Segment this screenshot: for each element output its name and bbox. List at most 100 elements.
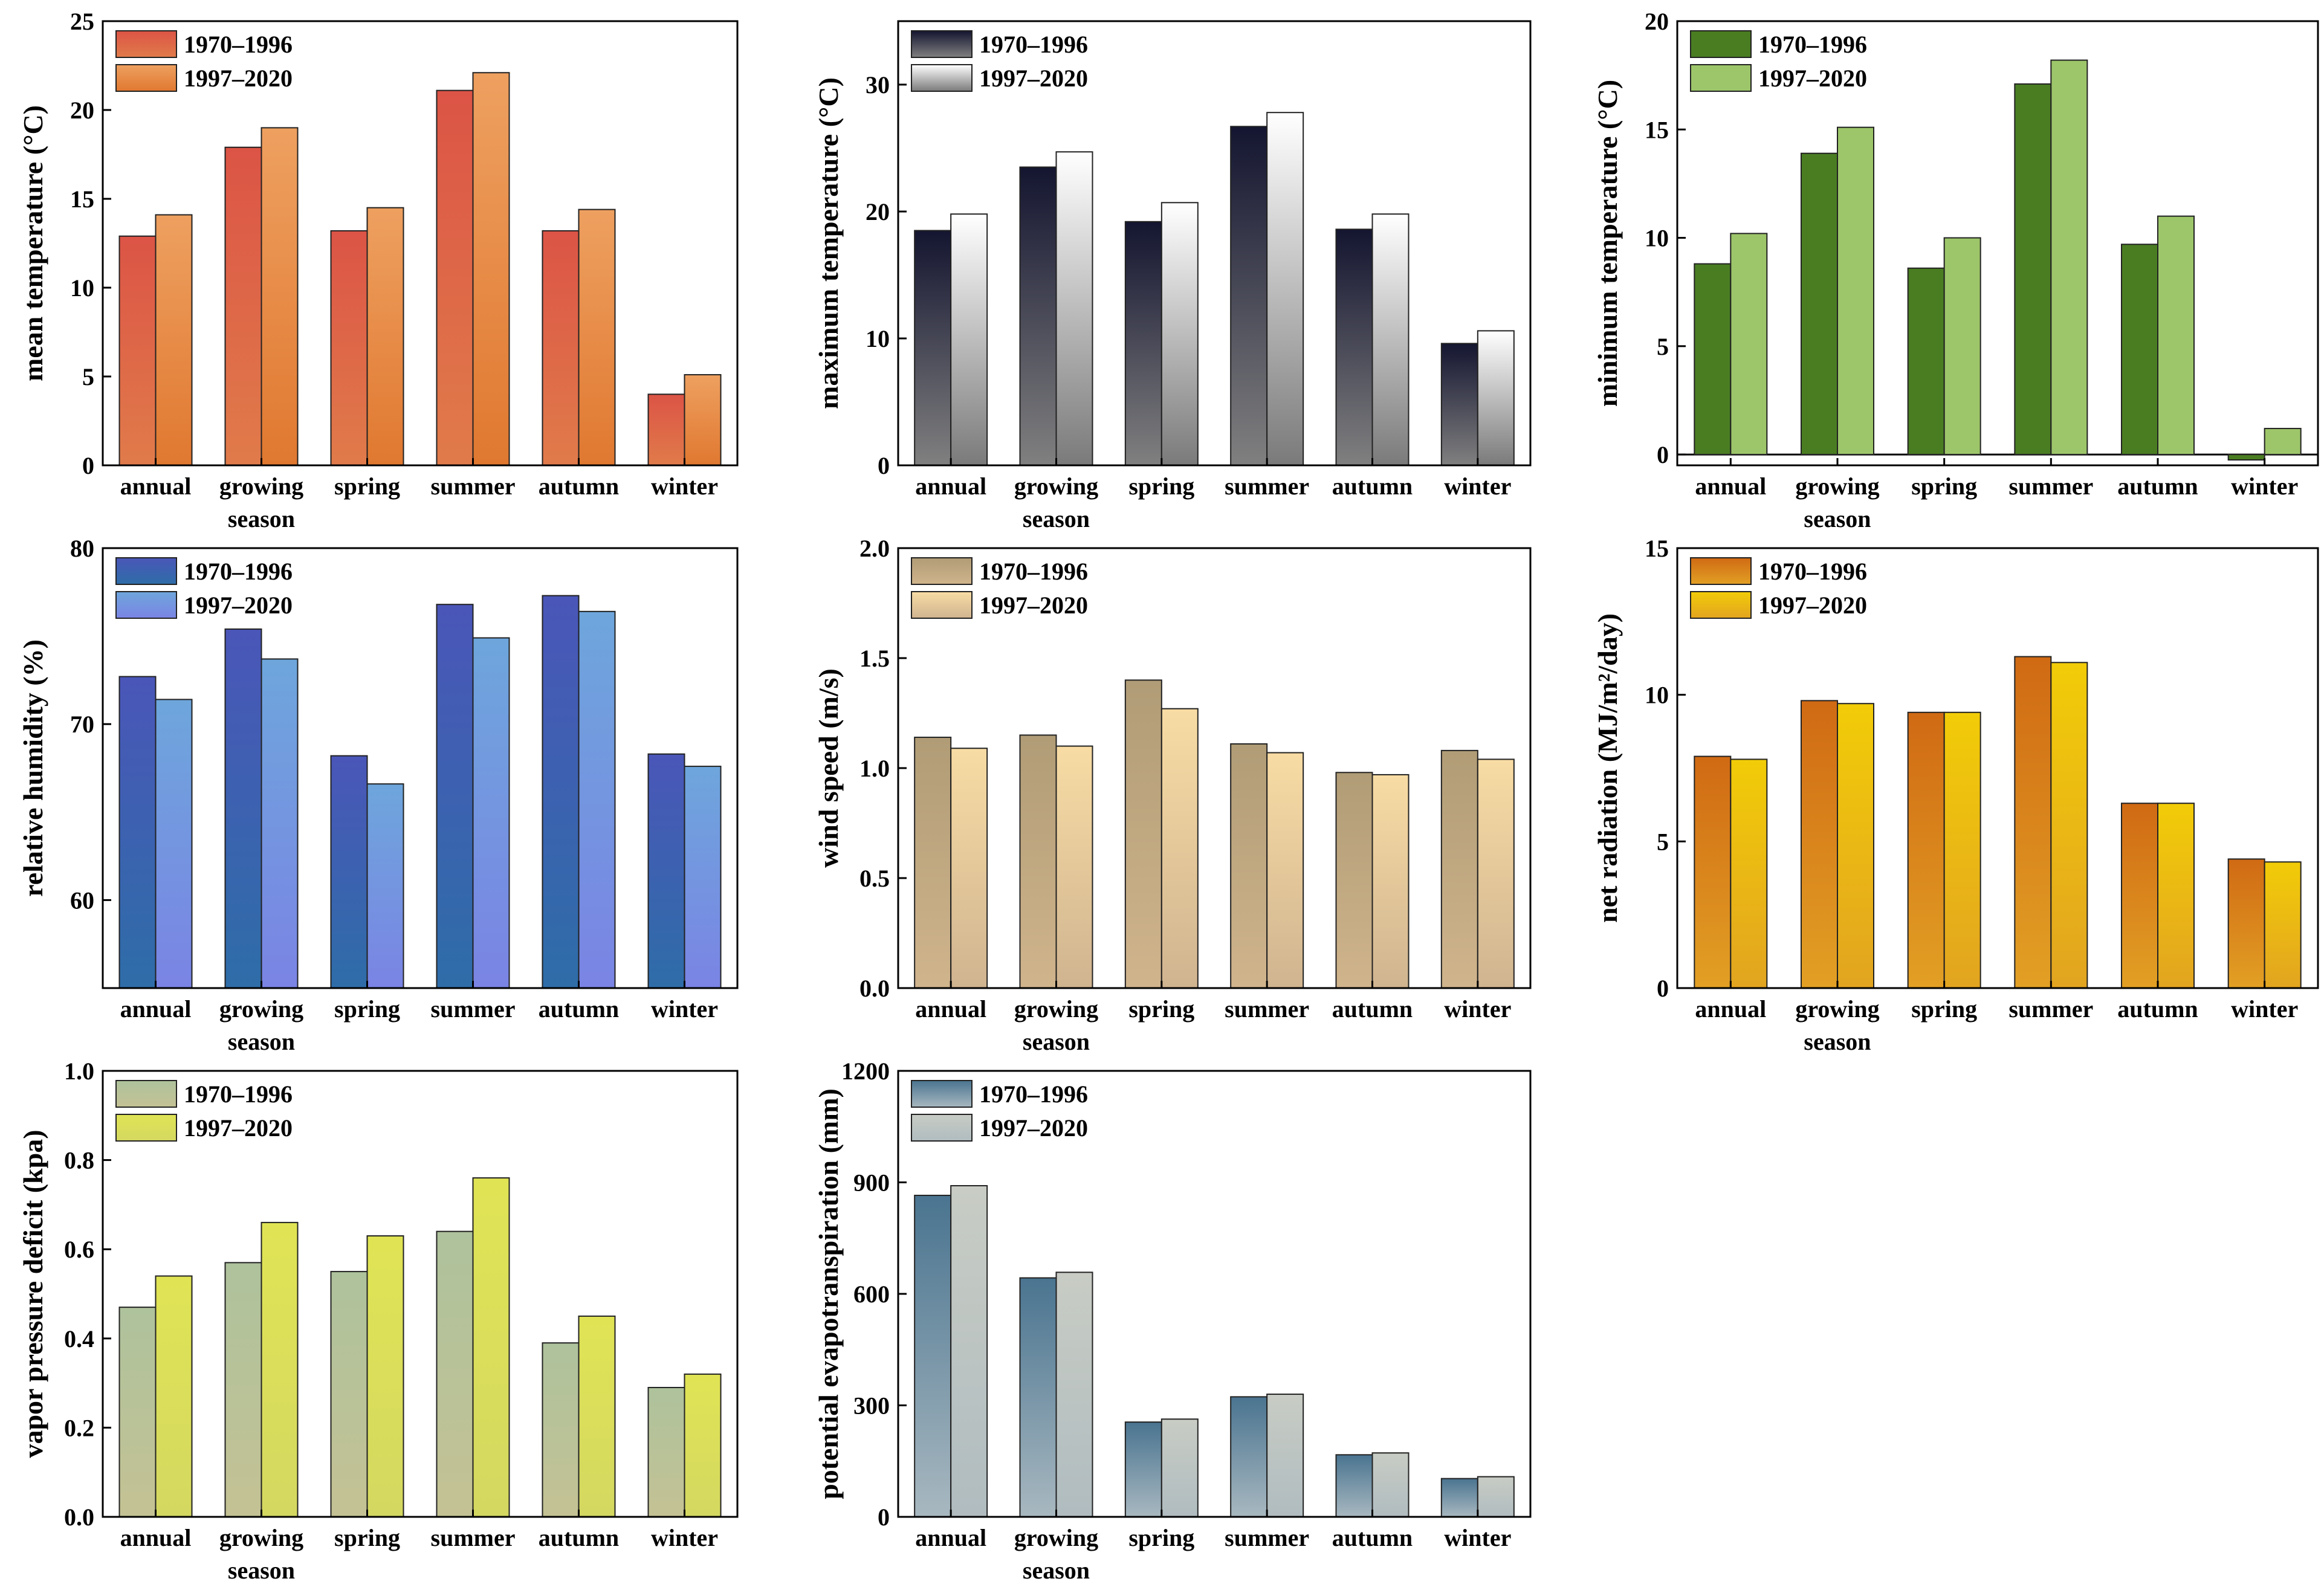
bar-mean-s2-annual	[155, 214, 193, 466]
legend-swatch	[911, 30, 973, 58]
y-tick-label: 300	[853, 1392, 890, 1420]
legend-label: 1997–2020	[184, 65, 293, 92]
x-tick-label: winter	[2231, 995, 2298, 1023]
y-tick-label: 60	[70, 887, 94, 914]
legend-label: 1970–1996	[184, 558, 293, 585]
bar-max-s1-annual	[914, 230, 952, 466]
bar-mean-s1-spring	[330, 230, 368, 466]
legend-swatch	[911, 1114, 973, 1142]
y-axis-label: relative humidity (%)	[18, 639, 48, 897]
x-tick-label: spring	[334, 1524, 400, 1551]
plot-frame	[897, 1070, 1532, 1518]
x-tick-label: annual	[1695, 995, 1766, 1023]
bar-max-s2-winter	[1477, 330, 1515, 467]
y-tick-label: 10	[866, 325, 890, 352]
plot-frame	[897, 20, 1532, 467]
y-axis-label: net radiation (MJ/m²/day)	[1592, 613, 1623, 923]
bar-mean-s1-growing-season	[224, 146, 262, 467]
chart-panel-rn: annual growing season spring summer autumn win…	[1592, 535, 2319, 1055]
bar-pet-s2-annual	[950, 1185, 988, 1518]
x-tick-label: winter	[1444, 1524, 1511, 1551]
bar-rn-s2-annual	[1730, 758, 1768, 989]
bar-min-s2-spring	[1943, 237, 1981, 456]
bar-rh-s2-winter	[684, 766, 722, 989]
bar-min-s2-growing-season	[1837, 126, 1874, 456]
chart-panel-mean: annual growing season spring summer autumn win…	[18, 8, 739, 532]
bar-ws-s2-spring	[1160, 708, 1199, 989]
legend-swatch	[911, 557, 973, 585]
x-tick-label: autumn	[1332, 995, 1413, 1023]
x-tick-label: summer	[431, 473, 516, 500]
legend-swatch	[115, 30, 177, 58]
x-tick-label: growing	[1014, 995, 1098, 1023]
bar-pet-s1-autumn	[1335, 1454, 1373, 1517]
bar-mean-s2-summer	[472, 72, 510, 466]
x-tick-label: season	[1023, 1557, 1090, 1584]
bar-ws-s2-summer	[1266, 752, 1304, 989]
y-tick-label: 0.2	[64, 1414, 94, 1441]
y-tick-label: 1.5	[859, 645, 890, 672]
x-tick-label: annual	[915, 1524, 986, 1551]
y-tick-label: 0.6	[64, 1236, 94, 1263]
bar-min-s1-winter	[2227, 454, 2265, 461]
bar-min-s1-growing-season	[1801, 152, 1838, 456]
y-tick-label: 0	[1657, 441, 1669, 468]
bar-min-s1-summer	[2014, 83, 2052, 456]
x-tick-label: spring	[1911, 995, 1977, 1023]
bar-ws-s2-growing-season	[1055, 745, 1093, 989]
bar-max-s1-spring	[1124, 221, 1162, 466]
y-tick-label: 10	[70, 274, 94, 302]
x-tick-label: autumn	[2117, 995, 2198, 1023]
bar-vpd-s2-growing-season	[261, 1221, 299, 1518]
x-tick-label: autumn	[539, 995, 619, 1023]
x-tick-label: season	[228, 1028, 295, 1055]
bar-vpd-s1-summer	[436, 1230, 474, 1518]
bar-pet-s2-spring	[1160, 1418, 1199, 1517]
bar-max-s1-growing-season	[1019, 166, 1057, 466]
legend-swatch	[115, 1080, 177, 1108]
x-tick-label: autumn	[539, 1524, 619, 1551]
x-tick-label: winter	[651, 1524, 718, 1551]
bar-rn-s1-spring	[1907, 711, 1945, 989]
bar-rn-s2-growing-season	[1837, 703, 1874, 989]
bar-rn-s1-growing-season	[1801, 700, 1838, 989]
x-tick-label: season	[1023, 1028, 1090, 1055]
bar-rn-s2-spring	[1943, 711, 1981, 989]
bar-max-s1-summer	[1230, 126, 1268, 467]
bar-min-s1-annual	[1694, 263, 1732, 456]
legend-swatch	[115, 1114, 177, 1142]
bar-rn-s1-autumn	[2121, 803, 2158, 989]
bar-ws-s1-winter	[1440, 749, 1478, 989]
bar-rh-s1-summer	[436, 604, 474, 989]
y-tick-label: 900	[853, 1169, 890, 1197]
x-tick-label: growing	[219, 995, 303, 1023]
y-tick-label: 5	[82, 363, 94, 390]
bar-mean-s2-autumn	[578, 208, 616, 466]
bar-rh-s2-growing-season	[261, 658, 299, 989]
y-tick-label: 15	[70, 186, 94, 213]
x-tick-label: growing	[1014, 473, 1098, 500]
bar-vpd-s1-spring	[330, 1271, 368, 1518]
chart-panel-vpd: annual growing season spring summer autumn win…	[18, 1058, 739, 1584]
bar-mean-s2-spring	[366, 207, 404, 466]
y-tick-label: 0	[878, 1504, 890, 1531]
bar-ws-s2-winter	[1477, 758, 1515, 989]
bar-max-s1-winter	[1440, 343, 1478, 467]
x-tick-label: spring	[334, 473, 400, 500]
bar-vpd-s1-winter	[647, 1386, 685, 1517]
x-tick-label: spring	[1128, 1524, 1194, 1551]
y-tick-label: 1200	[841, 1058, 890, 1085]
legend-swatch	[115, 591, 177, 619]
x-tick-label: season	[1804, 1028, 1871, 1055]
bar-vpd-s2-winter	[684, 1373, 722, 1518]
bar-vpd-s1-autumn	[542, 1342, 580, 1517]
bar-rh-s2-annual	[155, 699, 193, 989]
bar-pet-s1-spring	[1124, 1421, 1162, 1518]
y-axis-label: mean temperature (°C)	[18, 105, 48, 381]
x-tick-label: growing	[219, 473, 303, 500]
legend-label: 1997–2020	[979, 65, 1088, 92]
bar-vpd-s2-spring	[366, 1235, 404, 1518]
x-tick-label: annual	[915, 995, 986, 1023]
y-tick-label: 1.0	[859, 755, 890, 782]
legend-swatch	[911, 591, 973, 619]
